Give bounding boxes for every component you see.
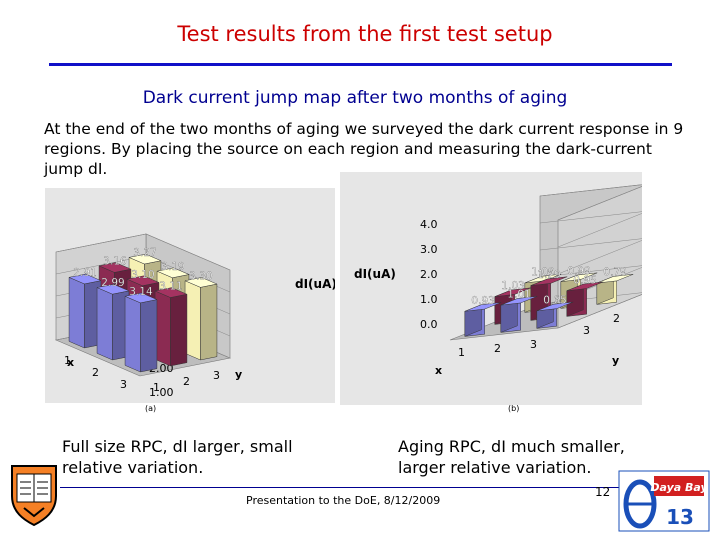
y-axis-label: y — [612, 354, 619, 367]
chart-bar: 3.11 — [154, 280, 188, 367]
y-tick-label: 3 — [583, 324, 590, 337]
y-tick-label: 2 — [183, 375, 190, 388]
title-rule — [49, 63, 672, 66]
bar-top-face — [524, 273, 562, 284]
chart-bar: 0.79 — [596, 267, 634, 305]
bar-data-label: 2.91 — [73, 267, 96, 279]
slide-subtitle: Dark current jump map after two months o… — [142, 88, 568, 108]
bar-front-face — [68, 276, 85, 349]
bar-data-label: 0.79 — [603, 267, 626, 279]
bar-top-face — [98, 262, 132, 273]
daya-bay-logo: Daya Bay 13 — [618, 470, 710, 532]
bar-front-face — [124, 295, 141, 373]
bar-top-face — [500, 296, 538, 306]
bar-top-face — [68, 273, 102, 285]
bar-data-label: 1.03 — [501, 280, 524, 292]
bar-data-label: 2.99 — [101, 277, 124, 289]
bar-data-label: 3.14 — [129, 286, 153, 298]
footer-text: Presentation to the DoE, 8/12/2009 — [246, 494, 441, 507]
bar-top-face — [124, 292, 158, 304]
z-tick-label: 0.0 — [420, 318, 438, 331]
bar-top-face — [154, 287, 188, 298]
x-tick-label: 3 — [120, 378, 127, 391]
bar-side-face — [200, 283, 218, 361]
bar-front-face — [184, 280, 201, 361]
chart-bar: 2.99 — [96, 277, 130, 361]
chart-bar: 3.14 — [124, 286, 158, 373]
y-tick-label: 2 — [613, 312, 620, 325]
bar-top-face — [96, 284, 130, 295]
x-tick-label: 1 — [64, 354, 71, 367]
bar-data-label: 3.10 — [131, 269, 154, 281]
chart-bar: 3.30 — [184, 270, 218, 361]
z-tick-label: 4.0 — [420, 218, 438, 231]
y-tick-label: 1 — [153, 381, 160, 394]
bar-top-face — [184, 277, 218, 288]
z-tick-label: 3.0 — [420, 243, 438, 256]
princeton-shield-logo — [8, 462, 60, 528]
bar-data-label: 3.27 — [133, 247, 156, 259]
chart-panel-a: 0.001.002.003.004.00dI(uA)123123xy3.273.… — [45, 188, 337, 423]
y-tick-label: 3 — [213, 369, 220, 382]
bar-data-label: 0.99 — [567, 265, 590, 277]
bar-top-face — [128, 253, 162, 265]
z-tick-label: 2.0 — [420, 268, 438, 281]
chart-panel-b: 0.01.02.03.04.0dI(uA)123123xy0.790.991.0… — [340, 172, 650, 405]
z-tick-label: 1.00 — [149, 386, 174, 399]
caption-aging-rpc: Aging RPC, dI much smaller, larger relat… — [398, 437, 625, 477]
bar-front-face — [154, 290, 171, 367]
z-tick-label: 1.0 — [420, 293, 438, 306]
x-tick-label: 2 — [92, 366, 99, 379]
bar-top-face — [494, 287, 532, 297]
bar-data-label: 3.11 — [159, 281, 182, 293]
bar-top-face — [560, 272, 598, 282]
x-axis-label: x — [67, 356, 74, 369]
bar-top-face — [596, 274, 634, 284]
bar-data-label: 0.93 — [471, 295, 494, 307]
chart-bar: 0.95 — [566, 274, 604, 317]
x-tick-label: 1 — [458, 346, 465, 359]
chart-b-panel-label: (b) — [508, 404, 520, 413]
y-axis-label: y — [235, 368, 242, 381]
chart-a-svg: 0.001.002.003.004.00dI(uA)123123xy3.273.… — [54, 233, 337, 423]
bar-data-label: 3.16 — [103, 255, 127, 267]
bar-top-face — [536, 301, 574, 312]
bar-data-label: 3.19 — [161, 261, 184, 273]
daya-bay-logo-text: Daya Bay — [650, 481, 708, 494]
bar-top-face — [156, 267, 190, 279]
bar-top-face — [566, 281, 604, 291]
body-text: At the end of the two months of aging we… — [44, 120, 684, 178]
slide-title: Test results from the first test setup — [177, 22, 553, 46]
caption-full-size-rpc: Full size RPC, dI larger, small relative… — [62, 437, 293, 477]
bar-data-label: 3.30 — [189, 270, 212, 282]
bar-top-face — [126, 275, 160, 287]
chart-gridline — [55, 233, 231, 271]
bar-top-face — [464, 302, 502, 312]
daya-bay-logo-number: 13 — [666, 505, 694, 529]
bar-data-label: 0.65 — [543, 294, 566, 306]
chart-bar: 2.91 — [68, 267, 102, 349]
page-number: 12 — [595, 485, 611, 499]
chart-bar: 1.01 — [500, 289, 538, 333]
x-tick-label: 3 — [530, 338, 537, 351]
chart-a-panel-label: (a) — [145, 404, 157, 413]
bar-side-face — [170, 293, 188, 367]
x-axis-label: x — [435, 364, 442, 377]
z-axis-label: dI(uA) — [354, 267, 396, 281]
bar-side-face — [140, 299, 158, 373]
bar-top-face — [530, 276, 568, 286]
chart-b-svg: 0.01.02.03.04.0dI(uA)123123xy0.790.991.0… — [354, 183, 650, 377]
bar-data-label: 0.95 — [573, 274, 596, 286]
chart-bar: 0.65 — [536, 294, 574, 329]
bar-data-label: 1.01 — [507, 289, 530, 301]
footer-rule — [60, 487, 620, 488]
z-axis-label: dI(uA) — [295, 277, 335, 291]
chart-bar: 0.93 — [464, 295, 502, 337]
bar-front-face — [96, 287, 113, 361]
bar-data-label: 1.29 — [537, 269, 560, 281]
x-tick-label: 2 — [494, 342, 501, 355]
bar-data-label: 1.09 — [531, 267, 554, 279]
